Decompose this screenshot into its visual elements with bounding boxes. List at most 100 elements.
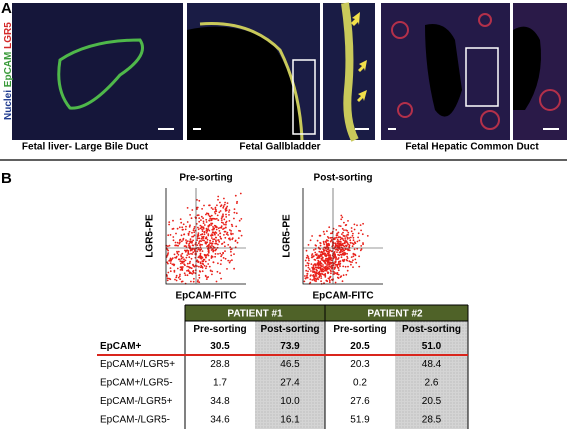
event-dot <box>207 248 210 251</box>
event-dot <box>219 235 222 238</box>
event-dot <box>182 256 184 259</box>
event-dot <box>224 250 226 253</box>
cell-value: 10.0 <box>280 396 300 407</box>
event-dot <box>343 245 346 248</box>
event-dot <box>311 279 314 281</box>
event-dot <box>327 251 329 253</box>
event-dot <box>352 236 355 239</box>
x-axis-label: EpCAM-FITC <box>312 291 373 302</box>
event-dot <box>187 232 190 235</box>
event-dot <box>180 234 183 237</box>
duct <box>57 38 144 110</box>
event-dot <box>350 263 352 266</box>
event-dot <box>202 260 204 263</box>
event-dot <box>233 208 236 211</box>
event-dot <box>308 259 310 262</box>
event-dot <box>219 226 222 229</box>
event-dot <box>305 269 308 272</box>
event-dot <box>366 235 369 237</box>
event-dot <box>224 236 227 239</box>
event-dot <box>211 244 213 247</box>
event-dot <box>326 266 328 268</box>
event-dot <box>222 213 224 216</box>
event-dot <box>239 192 242 195</box>
x-axis-label: EpCAM-FITC <box>175 291 236 302</box>
event-dot <box>335 236 338 239</box>
event-dot <box>223 230 226 233</box>
event-dot <box>182 223 185 226</box>
event-dot <box>328 261 330 264</box>
event-dot <box>202 237 205 240</box>
event-dot <box>208 219 211 222</box>
event-dot <box>207 263 210 265</box>
event-dot <box>196 244 199 247</box>
event-dot <box>348 237 351 239</box>
event-dot <box>313 258 316 261</box>
event-dot <box>213 233 216 235</box>
event-dot <box>307 257 310 260</box>
event-dot <box>334 281 337 284</box>
event-dot <box>191 248 194 251</box>
event-dot <box>339 253 342 256</box>
event-dot <box>314 277 317 280</box>
event-dot <box>324 254 326 257</box>
event-dot <box>228 209 231 212</box>
event-dot <box>315 280 317 283</box>
event-dot <box>345 240 348 243</box>
event-dot <box>193 277 195 280</box>
event-dot <box>204 275 207 278</box>
event-dot <box>225 233 228 236</box>
event-dot <box>362 242 364 244</box>
event-dot <box>199 254 202 257</box>
event-dot <box>189 260 192 263</box>
event-dot <box>341 248 344 251</box>
event-dot <box>176 267 179 270</box>
event-dot <box>238 229 240 232</box>
event-dot <box>335 272 337 275</box>
event-dot <box>340 241 342 243</box>
event-dot <box>197 232 200 235</box>
event-dot <box>237 237 240 240</box>
event-dot <box>192 244 195 247</box>
event-dot <box>207 254 210 257</box>
event-dot <box>323 253 325 256</box>
event-dot <box>314 263 317 265</box>
event-dot <box>343 221 345 224</box>
event-dot <box>231 259 233 262</box>
event-dot <box>192 270 194 273</box>
event-dot <box>323 250 325 253</box>
event-dot <box>169 259 172 261</box>
event-dot <box>196 239 199 242</box>
event-dot <box>337 262 340 264</box>
cell-value: 73.9 <box>280 341 300 352</box>
event-dot <box>342 274 345 277</box>
event-dot <box>196 265 198 267</box>
event-dot <box>321 270 323 273</box>
event-dot <box>214 212 217 215</box>
event-dot <box>324 259 326 262</box>
event-dot <box>185 249 188 252</box>
event-dot <box>355 261 358 264</box>
event-dot <box>352 259 354 262</box>
event-dot <box>180 268 183 270</box>
event-dot <box>227 234 229 236</box>
event-dot <box>196 206 198 209</box>
event-dot <box>192 239 195 242</box>
event-dot <box>199 261 202 264</box>
event-dot <box>224 226 227 229</box>
event-dot <box>229 238 232 241</box>
event-dot <box>330 232 332 235</box>
event-dot <box>339 260 342 263</box>
event-dot <box>345 244 347 247</box>
panel-label: B <box>1 170 12 187</box>
event-dot <box>200 248 203 251</box>
event-dot <box>345 235 347 237</box>
event-dot <box>345 259 348 261</box>
event-dot <box>327 264 330 266</box>
event-dot <box>337 253 339 256</box>
event-dot <box>187 269 190 271</box>
event-dot <box>175 244 178 247</box>
event-dot <box>169 278 172 281</box>
event-dot <box>208 215 211 218</box>
event-dot <box>185 242 188 245</box>
